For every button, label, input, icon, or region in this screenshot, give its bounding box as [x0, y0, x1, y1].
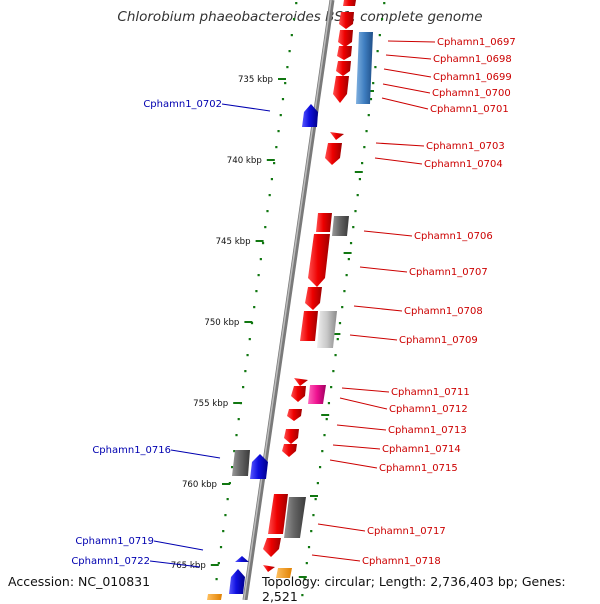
- ruler-label: 735 kbp: [238, 75, 273, 85]
- gene-connector: [374, 157, 423, 165]
- gene-arrow: [263, 565, 275, 572]
- gene-connector: [221, 103, 271, 112]
- gene-arrow: [284, 429, 299, 444]
- gene-connector: [359, 266, 408, 273]
- gene-connector: [153, 540, 204, 551]
- ruler-label: 750 kbp: [204, 318, 239, 328]
- gene-label[interactable]: Cphamn1_0704: [424, 159, 503, 170]
- ruler-label: 760 kbp: [182, 480, 217, 490]
- gene-arrow: [333, 76, 349, 103]
- gene-connector: [363, 230, 413, 237]
- gene-connector: [329, 459, 378, 469]
- gene-arrow: [325, 143, 342, 165]
- gene-arrow: [250, 454, 268, 479]
- gene-arrow: [276, 568, 292, 578]
- gene-arrow: [232, 450, 250, 476]
- forward-strand-genes: [229, 104, 318, 594]
- gene-connector: [336, 424, 387, 431]
- gene-label[interactable]: Cphamn1_0701: [430, 104, 509, 115]
- gene-connector: [381, 97, 429, 110]
- gene-arrow: [263, 538, 281, 557]
- gene-connector: [385, 54, 432, 60]
- gene-label[interactable]: Cphamn1_0707: [409, 267, 488, 278]
- gene-label[interactable]: Cphamn1_0706: [414, 231, 493, 242]
- gene-label[interactable]: Cphamn1_0709: [399, 335, 478, 346]
- gene-label[interactable]: Cphamn1_0703: [426, 141, 505, 152]
- gene-arrow: [302, 104, 318, 127]
- gene-arrow: [305, 287, 322, 310]
- gene-connector: [170, 449, 221, 459]
- gene-arrow: [291, 386, 306, 402]
- gene-arrow: [330, 132, 344, 140]
- gene-arrow: [268, 494, 288, 534]
- gene-label[interactable]: Cphamn1_0711: [391, 387, 470, 398]
- gene-label[interactable]: Cphamn1_0719: [75, 536, 154, 547]
- gene-arrow: [282, 444, 297, 457]
- gene-connector: [387, 40, 436, 43]
- gene-connector: [375, 142, 425, 147]
- gene-label[interactable]: Cphamn1_0718: [362, 556, 441, 567]
- operon-band: [356, 32, 373, 104]
- gene-arrow: [343, 0, 356, 6]
- gene-label[interactable]: Cphamn1_0699: [433, 72, 512, 83]
- gene-connector: [149, 560, 201, 568]
- gene-connector: [332, 444, 381, 450]
- gene-label[interactable]: Cphamn1_0722: [71, 556, 150, 567]
- gene-arrow: [300, 311, 318, 341]
- gene-arrow: [308, 234, 330, 287]
- gene-arrow: [207, 594, 222, 600]
- gene-arrow: [308, 385, 326, 404]
- tick-track-right: [301, 2, 386, 597]
- ruler-label: 740 kbp: [227, 156, 262, 166]
- ruler-label: 745 kbp: [216, 237, 251, 247]
- gene-arrow: [317, 311, 337, 348]
- gene-connector: [311, 554, 361, 562]
- gene-arrow: [294, 378, 308, 386]
- right-gene-labels: Cphamn1_0697 Cphamn1_0698 Cphamn1_0699 Cpha…: [311, 37, 516, 567]
- gene-connector: [349, 334, 398, 341]
- gene-arrow: [332, 216, 349, 236]
- gene-arrow: [229, 569, 245, 594]
- gene-arrow: [316, 213, 332, 232]
- gene-arrow: [284, 497, 306, 538]
- gene-label[interactable]: Cphamn1_0708: [404, 306, 483, 317]
- backbone: [242, 0, 335, 600]
- gene-label[interactable]: Cphamn1_0700: [432, 88, 511, 99]
- gene-connector: [341, 387, 390, 393]
- gene-label[interactable]: Cphamn1_0713: [388, 425, 467, 436]
- gene-connector: [382, 83, 431, 94]
- gene-arrow: [338, 30, 353, 47]
- accession-text: Accession: NC_010831: [8, 574, 151, 589]
- gene-label[interactable]: Cphamn1_0697: [437, 37, 516, 48]
- gene-arrow: [339, 12, 354, 29]
- gene-label[interactable]: Cphamn1_0715: [379, 463, 458, 474]
- left-gene-labels: Cphamn1_0702 Cphamn1_0716 Cphamn1_0719 Cpha…: [71, 99, 271, 568]
- gene-label[interactable]: Cphamn1_0698: [433, 54, 512, 65]
- gene-label[interactable]: Cphamn1_0716: [92, 445, 171, 456]
- gene-label[interactable]: Cphamn1_0702: [143, 99, 222, 110]
- gene-label[interactable]: Cphamn1_0712: [389, 404, 468, 415]
- reverse-strand-genes: [207, 0, 356, 600]
- gene-connector: [339, 397, 388, 410]
- ruler-label: 755 kbp: [193, 399, 228, 409]
- ruler: 735 kbp 740 kbp 745 kbp 750 kbp 755 kbp 760 k…: [171, 75, 374, 578]
- gene-connector: [317, 523, 366, 532]
- gene-arrow: [336, 61, 351, 76]
- gene-label[interactable]: Cphamn1_0717: [367, 526, 446, 537]
- gene-label[interactable]: Cphamn1_0714: [382, 444, 461, 455]
- gene-arrow: [337, 46, 352, 60]
- gene-arrow: [235, 556, 249, 562]
- gene-connector: [383, 68, 432, 78]
- gene-arrow: [287, 409, 302, 421]
- genome-title: Chlorobium phaeobacteroides BS1, complet…: [117, 9, 483, 25]
- gene-connector: [353, 305, 403, 312]
